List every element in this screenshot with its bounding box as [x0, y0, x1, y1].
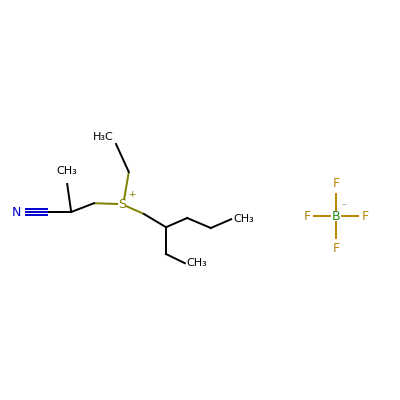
Text: CH₃: CH₃: [187, 258, 208, 268]
Text: CH₃: CH₃: [57, 166, 78, 176]
Text: S: S: [118, 198, 126, 210]
Text: H₃C: H₃C: [93, 132, 114, 142]
Text: +: +: [128, 190, 136, 199]
Text: F: F: [332, 177, 340, 190]
Text: ⁻: ⁻: [341, 202, 346, 212]
Text: F: F: [303, 210, 310, 222]
Text: F: F: [332, 242, 340, 254]
Text: B: B: [332, 210, 340, 222]
Text: N: N: [12, 206, 22, 218]
Text: CH₃: CH₃: [233, 214, 254, 224]
Text: F: F: [362, 210, 369, 222]
